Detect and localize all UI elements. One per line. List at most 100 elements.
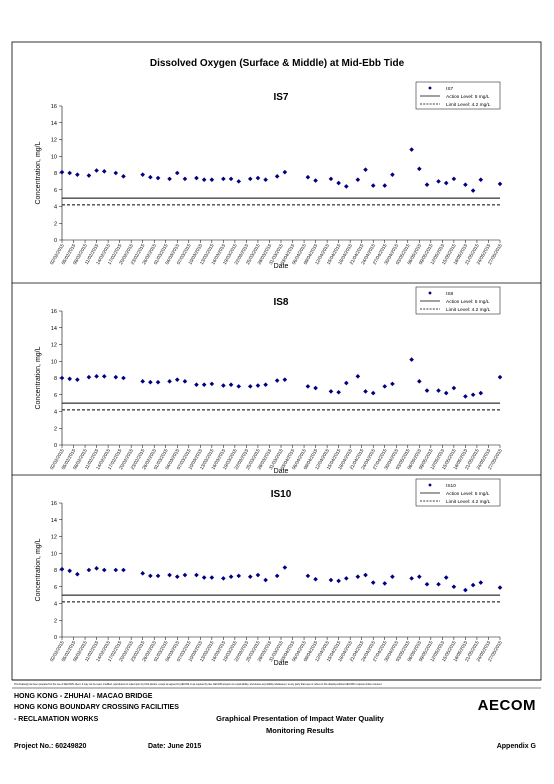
data-point [436, 581, 441, 587]
data-point [463, 587, 468, 593]
data-point [263, 177, 268, 182]
y-tick-label: 8 [54, 376, 57, 382]
data-point [436, 388, 441, 393]
data-point [370, 580, 376, 585]
x-axis-label: Date [274, 468, 289, 475]
data-point [470, 392, 476, 398]
data-point [424, 182, 430, 188]
y-tick-label: 12 [51, 138, 57, 144]
data-point [155, 175, 161, 181]
data-point [282, 169, 288, 175]
data-point [228, 574, 234, 579]
legend-label: IS7 [446, 86, 454, 92]
data-point [328, 389, 334, 394]
x-axis-label: Date [274, 660, 289, 667]
data-point [274, 378, 280, 383]
data-point [228, 176, 234, 182]
chart-title: IS7 [273, 92, 288, 103]
data-point [274, 174, 280, 179]
y-tick-label: 8 [54, 171, 57, 177]
data-point [478, 580, 484, 585]
data-point [194, 382, 199, 387]
data-point [75, 571, 80, 577]
data-point [59, 566, 65, 572]
data-point [228, 382, 234, 387]
data-point [417, 574, 422, 579]
y-tick-label: 14 [51, 326, 57, 332]
data-point [209, 381, 215, 387]
data-point [443, 180, 449, 186]
data-point [417, 166, 422, 172]
y-tick-label: 8 [54, 568, 57, 574]
legend-label: Limit Level: 4.2 mg/L [446, 102, 491, 108]
data-point [75, 172, 80, 177]
data-point [409, 576, 414, 581]
legend-marker [428, 483, 432, 487]
data-point [305, 384, 311, 389]
y-tick-label: 10 [51, 154, 57, 160]
data-point [336, 389, 341, 395]
data-point [182, 572, 188, 578]
data-point [409, 147, 414, 152]
legend-label: Action Level: 5 mg/L [446, 94, 490, 100]
y-tick-label: 16 [51, 309, 57, 315]
data-point [209, 177, 215, 182]
data-point [328, 176, 334, 182]
data-point [174, 170, 180, 176]
y-tick-label: 14 [51, 518, 57, 524]
data-point [409, 357, 414, 362]
data-point [167, 572, 172, 578]
chart-title: IS8 [273, 297, 288, 308]
legend-label: Limit Level: 4.2 mg/L [446, 307, 491, 313]
y-tick-label: 4 [54, 410, 57, 416]
data-point [94, 168, 99, 173]
y-tick-label: 6 [54, 188, 57, 194]
project-line: HONG KONG - ZHUHAI - MACAO BRIDGE [14, 693, 153, 700]
data-point [255, 175, 261, 181]
data-point [424, 581, 430, 587]
data-point [274, 573, 280, 579]
data-point [355, 374, 361, 379]
data-point [313, 178, 318, 183]
legend-label: Action Level: 5 mg/L [446, 491, 490, 497]
data-point [417, 379, 422, 384]
disclaimer: This Drawing has been prepared for the u… [14, 683, 382, 686]
data-point [336, 180, 341, 186]
y-axis-label: Concentration, mg/L [35, 538, 42, 601]
data-point [390, 381, 395, 387]
legend-label: Action Level: 5 mg/L [446, 299, 490, 305]
data-point [194, 572, 199, 578]
data-point [67, 170, 72, 176]
data-point [305, 174, 311, 180]
data-point [451, 176, 457, 182]
drawing-title: Monitoring Results [266, 726, 334, 735]
data-point [86, 567, 92, 573]
data-point [363, 572, 368, 578]
y-tick-label: 10 [51, 359, 57, 365]
data-point [148, 174, 153, 180]
data-point [67, 376, 72, 382]
data-point [497, 374, 503, 380]
data-point [236, 179, 242, 184]
data-point [113, 170, 119, 176]
y-axis-label: Concentration, mg/L [35, 141, 42, 204]
y-tick-label: 14 [51, 121, 57, 127]
logo: AECOM [478, 697, 536, 714]
data-point [140, 379, 145, 384]
data-point [67, 568, 72, 574]
data-point [313, 385, 318, 391]
data-point [443, 575, 449, 580]
data-point [436, 179, 441, 184]
data-point [221, 176, 226, 182]
data-point [148, 379, 153, 385]
date: Date: June 2015 [148, 743, 201, 750]
legend-label: IS10 [446, 483, 456, 489]
data-point [363, 167, 368, 172]
y-tick-label: 4 [54, 205, 57, 211]
data-point [236, 573, 242, 579]
data-point [344, 184, 349, 189]
data-point [344, 380, 349, 386]
data-point [113, 567, 119, 573]
legend-label: Limit Level: 4.2 mg/L [446, 499, 491, 505]
